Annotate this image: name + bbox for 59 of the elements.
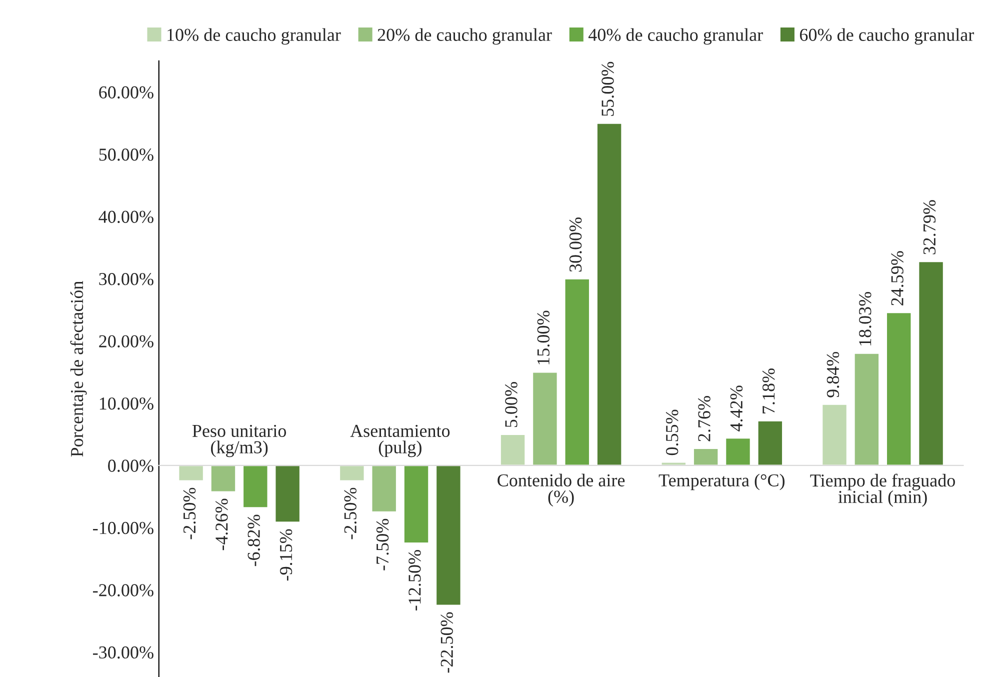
bar <box>403 464 430 544</box>
y-tick-label: 50.00% <box>99 148 154 161</box>
bar <box>886 312 912 466</box>
data-label: 7.18% <box>762 368 775 414</box>
legend-label: 10% de caucho granular <box>168 28 341 45</box>
data-label: 15.00% <box>537 310 550 364</box>
bar <box>853 352 880 466</box>
data-label: 55.00% <box>602 62 614 116</box>
x-tick-label: Peso unitario (kg/m3) <box>192 424 286 458</box>
bar <box>242 464 269 509</box>
data-label: 9.84% <box>826 352 840 398</box>
y-tick-label: -10.00% <box>93 522 154 534</box>
bar <box>274 464 301 524</box>
y-tick-label: 0.00% <box>108 460 154 472</box>
bar <box>564 278 590 466</box>
data-label: 24.59% <box>891 251 904 306</box>
data-label: -2.50% <box>344 488 357 540</box>
data-label: 32.79% <box>923 200 936 254</box>
bar <box>210 464 236 493</box>
bar <box>821 403 848 466</box>
bar <box>370 464 398 513</box>
legend-label: 40% de caucho granular <box>588 28 763 45</box>
legend-label: 60% de caucho granular <box>800 28 974 45</box>
data-label: 0.55% <box>666 410 678 456</box>
y-tick-label: 20.00% <box>99 335 154 348</box>
y-tick-label: 30.00% <box>99 272 154 286</box>
bar <box>338 464 366 482</box>
data-label: -6.82% <box>248 514 260 566</box>
data-label: 2.76% <box>698 396 710 442</box>
data-label: 5.00% <box>505 382 518 428</box>
bar <box>435 464 462 606</box>
bar <box>532 371 558 466</box>
data-label: -22.50% <box>440 612 454 673</box>
bar <box>918 260 944 466</box>
x-tick-label: Asentamiento (pulg) <box>350 424 450 458</box>
bar <box>500 434 526 466</box>
data-label: -2.50% <box>183 488 196 540</box>
data-label: -9.15% <box>280 529 292 581</box>
data-label: 18.03% <box>859 292 872 346</box>
y-tick-label: -20.00% <box>93 584 154 596</box>
data-label: 4.42% <box>730 386 743 432</box>
y-tick-label: 40.00% <box>98 210 154 224</box>
y-tick-label: 10.00% <box>100 397 154 410</box>
data-label: -4.26% <box>216 498 228 550</box>
bar <box>724 437 752 466</box>
data-label: -7.50% <box>376 518 389 570</box>
x-tick-label: Tiempo de fraguado inicial (min) <box>810 474 955 507</box>
bar <box>756 420 784 466</box>
data-label: -12.50% <box>408 550 421 610</box>
bar <box>178 464 204 482</box>
bar <box>692 448 720 466</box>
y-axis-title: Porcentaje de afectación <box>70 281 87 457</box>
y-tick-label: 60.00% <box>99 86 154 99</box>
data-label: 30.00% <box>569 217 582 272</box>
x-tick-label: Contenido de aire (%) <box>498 474 625 506</box>
bar <box>596 122 623 466</box>
y-tick-label: -30.00% <box>93 646 154 659</box>
legend-label: 20% de caucho granular <box>378 28 552 45</box>
x-tick-label: Temperatura (°C) <box>658 474 784 490</box>
